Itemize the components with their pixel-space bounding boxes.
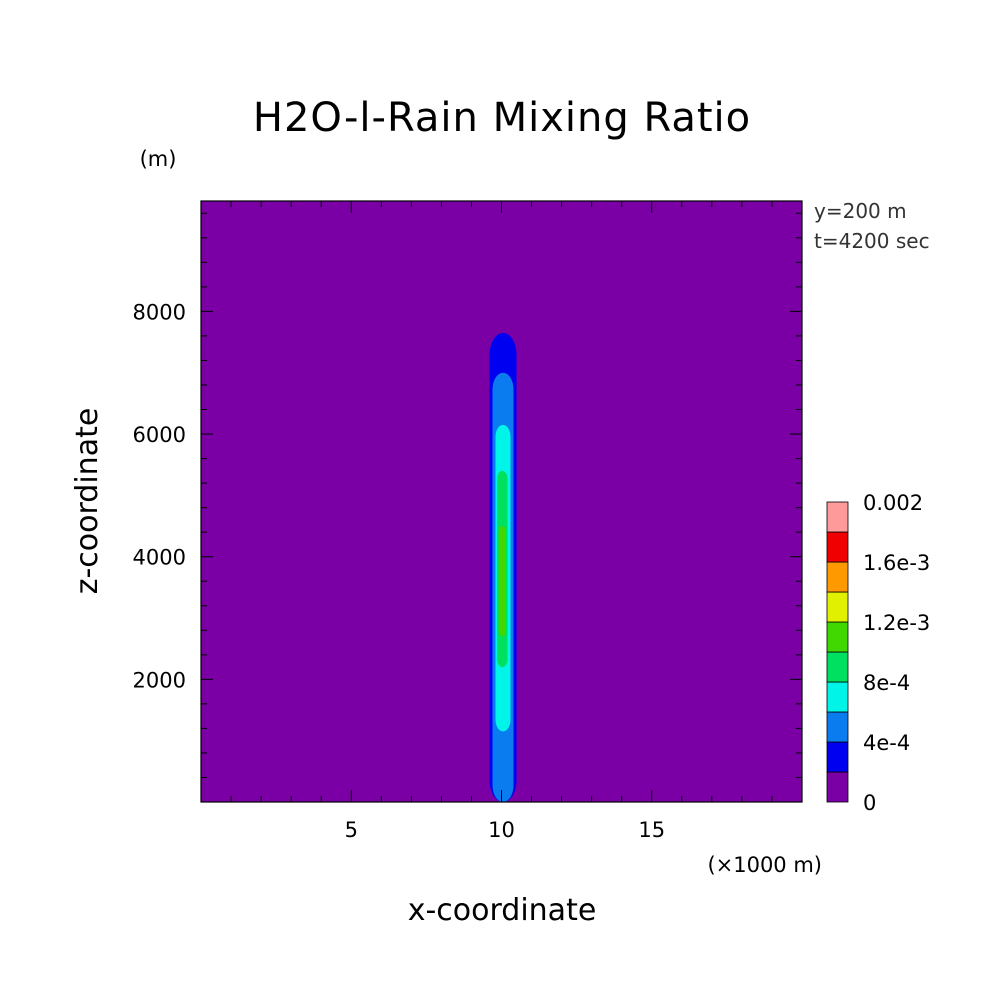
y-tick-label: 6000 [133, 423, 186, 447]
colorbar-swatch [826, 591, 849, 623]
y-tick-label: 4000 [133, 546, 186, 570]
y-unit-label: (m) [140, 147, 177, 171]
y-axis-label: z-coordinate [70, 408, 105, 595]
colorbar-label: 1.6e-3 [863, 551, 930, 575]
colorbar-label: 0 [863, 791, 876, 815]
contour-band-5 [498, 526, 507, 637]
y-axis: 2000 4000 6000 8000 [133, 212, 802, 778]
colorbar-label: 1.2e-3 [863, 611, 930, 635]
annotation-y: y=200 m [814, 199, 907, 223]
chart-title: H2O-l-Rain Mixing Ratio [253, 95, 751, 141]
colorbar-swatch [826, 531, 849, 563]
colorbar: 0 4e-4 8e-4 1.2e-3 1.6e-3 0.002 [826, 491, 930, 815]
x-tick-label: 10 [488, 818, 515, 842]
colorbar-swatch [826, 681, 849, 713]
colorbar-swatch [826, 771, 849, 803]
x-tick-label: 15 [638, 818, 665, 842]
colorbar-swatch [826, 501, 849, 533]
x-tick-label: 5 [345, 818, 358, 842]
colorbar-swatch [826, 621, 849, 653]
y-tick-label: 8000 [133, 300, 186, 324]
x-axis-label: x-coordinate [408, 893, 597, 928]
x-axis: 5 10 15 [230, 201, 773, 842]
colorbar-label: 4e-4 [863, 731, 910, 755]
x-unit-label: (×1000 m) [707, 853, 822, 877]
colorbar-swatch [826, 711, 849, 743]
colorbar-label: 8e-4 [863, 671, 910, 695]
y-tick-label: 2000 [133, 668, 186, 692]
colorbar-label: 0.002 [863, 491, 923, 515]
plot-area [200, 200, 803, 803]
colorbar-swatch [826, 741, 849, 773]
colorbar-swatch [826, 561, 849, 593]
annotation-t: t=4200 sec [814, 229, 930, 253]
colorbar-swatch [826, 651, 849, 683]
